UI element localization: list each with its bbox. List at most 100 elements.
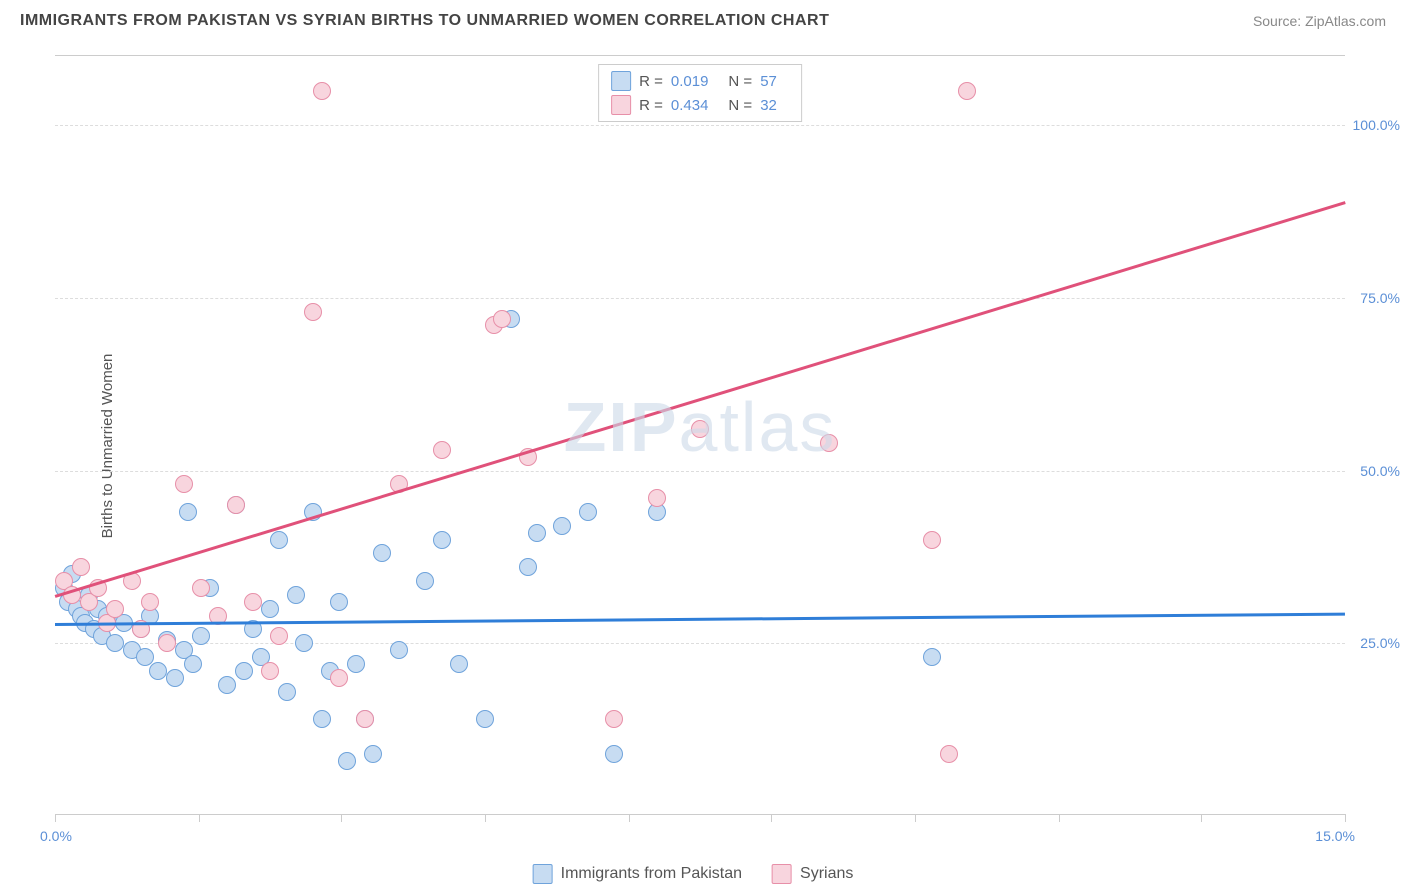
y-tick-label: 100.0% [1353, 117, 1400, 133]
legend-r-label: R = [639, 97, 663, 114]
point-pakistan [476, 710, 494, 728]
legend-n-value-2: 32 [760, 97, 777, 114]
legend-label-syrians: Syrians [800, 865, 853, 883]
point-syrians [691, 420, 709, 438]
x-tick [55, 814, 56, 822]
point-pakistan [519, 558, 537, 576]
point-pakistan [373, 544, 391, 562]
chart-title: IMMIGRANTS FROM PAKISTAN VS SYRIAN BIRTH… [20, 12, 829, 30]
point-pakistan [149, 662, 167, 680]
point-pakistan [553, 517, 571, 535]
x-tick [1201, 814, 1202, 822]
x-tick [771, 814, 772, 822]
point-syrians [106, 600, 124, 618]
y-tick-label: 75.0% [1360, 290, 1400, 306]
point-pakistan [192, 627, 210, 645]
point-syrians [304, 303, 322, 321]
legend-correlation-box: R = 0.019 N = 57 R = 0.434 N = 32 [598, 64, 802, 122]
legend-swatch-pakistan-icon [533, 864, 553, 884]
gridline-horizontal [55, 643, 1345, 644]
point-syrians [72, 558, 90, 576]
point-pakistan [261, 600, 279, 618]
x-tick [341, 814, 342, 822]
point-pakistan [106, 634, 124, 652]
gridline-horizontal [55, 471, 1345, 472]
x-tick [915, 814, 916, 822]
point-pakistan [287, 586, 305, 604]
trendline-syrians [55, 201, 1346, 597]
legend-n-label: N = [728, 73, 752, 90]
legend-label-pakistan: Immigrants from Pakistan [561, 865, 742, 883]
gridline-horizontal [55, 298, 1345, 299]
point-syrians [958, 82, 976, 100]
x-tick [485, 814, 486, 822]
point-pakistan [218, 676, 236, 694]
chart-header: IMMIGRANTS FROM PAKISTAN VS SYRIAN BIRTH… [0, 0, 1406, 38]
x-tick [629, 814, 630, 822]
legend-r-label: R = [639, 73, 663, 90]
legend-row-series1: R = 0.019 N = 57 [611, 69, 789, 93]
x-tick [199, 814, 200, 822]
point-pakistan [450, 655, 468, 673]
point-syrians [493, 310, 511, 328]
point-syrians [940, 745, 958, 763]
legend-row-series2: R = 0.434 N = 32 [611, 93, 789, 117]
point-pakistan [416, 572, 434, 590]
point-pakistan [235, 662, 253, 680]
x-tick [1345, 814, 1346, 822]
gridline-horizontal [55, 125, 1345, 126]
point-pakistan [184, 655, 202, 673]
point-syrians [923, 531, 941, 549]
trendline-pakistan [55, 612, 1345, 625]
point-syrians [330, 669, 348, 687]
x-tick [1059, 814, 1060, 822]
point-pakistan [330, 593, 348, 611]
point-syrians [356, 710, 374, 728]
legend-n-value-1: 57 [760, 73, 777, 90]
point-pakistan [364, 745, 382, 763]
point-pakistan [579, 503, 597, 521]
point-syrians [158, 634, 176, 652]
legend-swatch-pakistan [611, 71, 631, 91]
legend-series-bottom: Immigrants from Pakistan Syrians [533, 864, 874, 884]
point-pakistan [313, 710, 331, 728]
point-syrians [175, 475, 193, 493]
legend-r-value-1: 0.019 [671, 73, 709, 90]
y-tick-label: 50.0% [1360, 463, 1400, 479]
point-pakistan [166, 669, 184, 687]
point-pakistan [390, 641, 408, 659]
point-syrians [261, 662, 279, 680]
point-syrians [227, 496, 245, 514]
point-pakistan [179, 503, 197, 521]
scatter-plot: 25.0%50.0%75.0%100.0% [55, 56, 1345, 814]
y-tick-label: 25.0% [1360, 635, 1400, 651]
point-syrians [192, 579, 210, 597]
legend-swatch-syrians [611, 95, 631, 115]
point-syrians [313, 82, 331, 100]
point-syrians [433, 441, 451, 459]
point-pakistan [270, 531, 288, 549]
point-pakistan [923, 648, 941, 666]
point-pakistan [295, 634, 313, 652]
legend-n-label: N = [728, 97, 752, 114]
point-pakistan [338, 752, 356, 770]
point-syrians [244, 593, 262, 611]
point-syrians [605, 710, 623, 728]
legend-r-value-2: 0.434 [671, 97, 709, 114]
point-pakistan [433, 531, 451, 549]
x-axis-min-label: 0.0% [40, 828, 72, 844]
legend-item-pakistan: Immigrants from Pakistan [533, 864, 742, 884]
point-syrians [270, 627, 288, 645]
point-syrians [648, 489, 666, 507]
point-pakistan [278, 683, 296, 701]
point-pakistan [528, 524, 546, 542]
x-axis-max-label: 15.0% [1315, 828, 1355, 844]
chart-source: Source: ZipAtlas.com [1253, 13, 1386, 29]
point-syrians [820, 434, 838, 452]
legend-item-syrians: Syrians [772, 864, 853, 884]
chart-plot-area: ZIPatlas 25.0%50.0%75.0%100.0% R = 0.019… [55, 55, 1345, 815]
legend-swatch-syrians-icon [772, 864, 792, 884]
point-syrians [141, 593, 159, 611]
point-pakistan [347, 655, 365, 673]
point-pakistan [605, 745, 623, 763]
